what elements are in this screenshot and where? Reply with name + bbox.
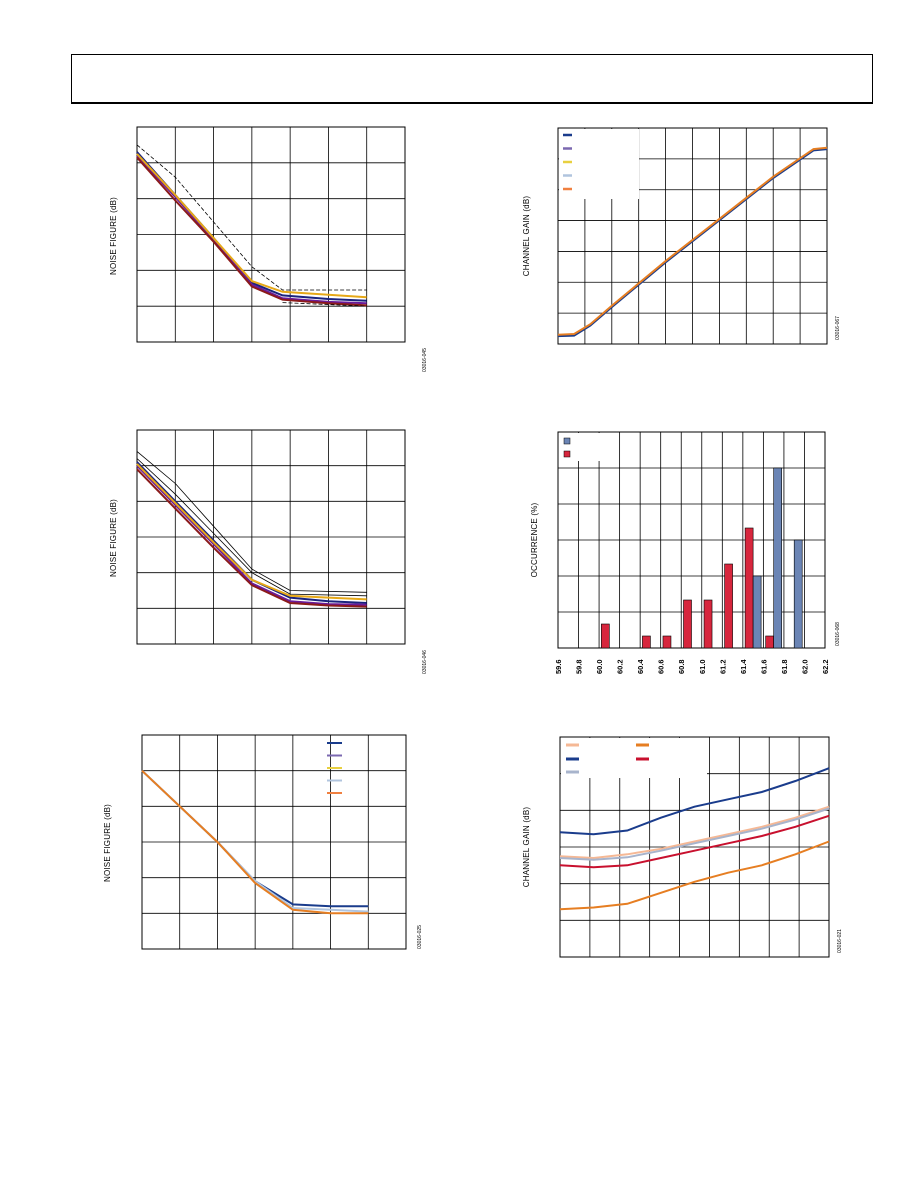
legend xyxy=(566,743,649,774)
chart-nf2: NOISE FIGURE (dB) 03016-046 xyxy=(109,429,428,674)
figure-code: 03016-045 xyxy=(422,348,428,372)
series-line-1 xyxy=(559,805,830,860)
series-line-4 xyxy=(136,451,367,593)
bar xyxy=(703,599,713,649)
bar xyxy=(662,635,672,649)
x-tick-labels: 59.6 59.8 60.0 60.2 60.4 60.6 60.8 61.0 61.2 61.4… xyxy=(554,659,830,674)
x-tick-label: 61.8 xyxy=(780,659,789,674)
x-tick-label: 61.0 xyxy=(698,659,707,674)
bar xyxy=(642,635,651,649)
chart-nf1: NOISE FIGURE (dB) 03016-045 xyxy=(109,126,428,372)
bar xyxy=(744,527,754,649)
series-group xyxy=(136,451,367,608)
grid xyxy=(137,430,405,644)
y-axis-label: NOISE FIGURE (dB) xyxy=(109,197,118,275)
series-line-5 xyxy=(136,458,367,597)
chart-gain1: CHANNEL GAIN (dB) 03016-067 xyxy=(522,127,841,345)
chart-hist: 59.6 59.8 60.0 60.2 60.4 60.6 60.8 61.0 61.2 61.4… xyxy=(530,431,841,674)
bar xyxy=(724,563,733,649)
series-line-3 xyxy=(559,814,830,869)
x-tick-label: 62.0 xyxy=(800,659,809,674)
y-axis-label: NOISE FIGURE (dB) xyxy=(109,499,118,577)
x-tick-label: 61.6 xyxy=(759,659,768,674)
series-line-4 xyxy=(136,144,367,291)
figure-code: 03016-068 xyxy=(835,622,841,646)
legend-box xyxy=(561,738,707,778)
page-header-box xyxy=(71,54,873,104)
x-tick-label: 59.6 xyxy=(554,659,563,674)
series-line-2 xyxy=(136,156,367,307)
legend-swatch xyxy=(563,450,571,458)
x-tick-label: 61.4 xyxy=(739,659,748,674)
figure-code: 03016-025 xyxy=(417,925,423,949)
x-tick-label: 60.2 xyxy=(616,659,625,674)
series-line-1 xyxy=(557,146,828,336)
series-line-1 xyxy=(136,465,367,606)
figure-code: 03016-046 xyxy=(422,650,428,674)
chart-gain2: CHANNEL GAIN (dB) 03016-021 xyxy=(522,736,843,958)
series-line-4 xyxy=(559,840,830,911)
bar xyxy=(601,623,610,649)
series-line-2 xyxy=(141,769,369,915)
legend-box xyxy=(559,129,639,199)
figure-code: 03016-021 xyxy=(837,929,843,953)
chart-nf3: NOISE FIGURE (dB) 03016-025 xyxy=(103,734,423,950)
legend xyxy=(563,437,571,458)
series-group xyxy=(136,144,367,307)
series-group xyxy=(557,146,828,338)
x-tick-label: 61.2 xyxy=(718,659,727,674)
y-axis-label: CHANNEL GAIN (dB) xyxy=(522,196,531,277)
bars-group xyxy=(601,467,803,649)
series-line-5 xyxy=(282,302,367,307)
bar xyxy=(773,467,782,649)
series-group xyxy=(559,767,830,911)
x-tick-label: 59.8 xyxy=(575,659,584,674)
bar xyxy=(683,599,692,649)
series-line-2 xyxy=(136,468,367,608)
series-line-2 xyxy=(559,807,830,861)
x-tick-label: 60.6 xyxy=(657,659,666,674)
figure-code: 03016-067 xyxy=(835,316,841,340)
series-line-0 xyxy=(559,767,830,836)
bar xyxy=(793,539,803,649)
x-tick-label: 60.4 xyxy=(636,659,645,674)
series-line-3 xyxy=(136,463,367,601)
bar xyxy=(752,575,762,649)
bar xyxy=(765,635,774,649)
series-line-1 xyxy=(136,155,367,305)
series-group xyxy=(141,769,369,915)
y-axis-label: OCCURRENCE (%) xyxy=(530,502,539,577)
series-line-3 xyxy=(136,153,367,299)
y-axis-label: CHANNEL GAIN (dB) xyxy=(522,807,531,888)
legend xyxy=(563,133,572,191)
y-axis-label: NOISE FIGURE (dB) xyxy=(103,804,112,882)
x-tick-label: 62.2 xyxy=(821,659,830,674)
grid xyxy=(137,127,405,342)
x-tick-label: 60.0 xyxy=(595,659,604,674)
x-tick-label: 60.8 xyxy=(677,659,686,674)
grid xyxy=(142,735,406,949)
legend xyxy=(327,742,342,794)
legend-swatch xyxy=(563,437,571,445)
